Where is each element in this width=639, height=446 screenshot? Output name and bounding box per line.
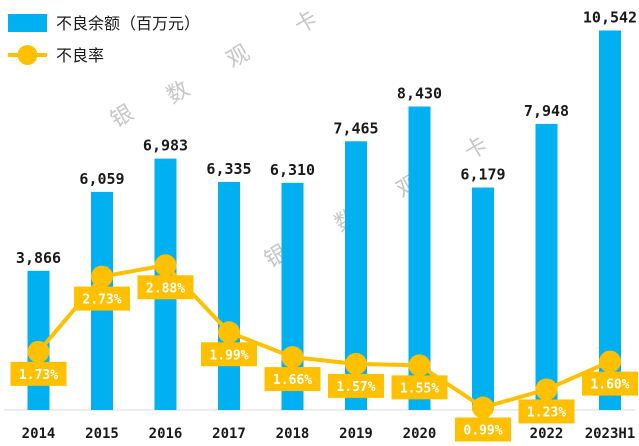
legend: 不良余额（百万元） 不良率 xyxy=(8,14,200,65)
bar xyxy=(472,187,494,410)
rate-point xyxy=(345,352,367,375)
x-tick-label: 2022 xyxy=(530,426,564,442)
bar-value-label: 8,430 xyxy=(397,85,442,103)
rate-label-box xyxy=(10,361,67,386)
rate-label: 0.99% xyxy=(463,424,502,439)
rate-label-box xyxy=(264,367,321,392)
rate-line xyxy=(36,263,611,410)
watermark-char: 卡 xyxy=(291,7,323,40)
bar-value-label: 6,059 xyxy=(79,170,124,188)
rate-labels: 1.73% 2.73% 2.88% 1.99% 1.66% 1.57% 1.55% 0.99%… xyxy=(10,275,638,442)
bar xyxy=(345,141,367,410)
bar-values: 3,866 6,059 6,983 6,335 6,310 7,465 8,430 6,179… xyxy=(16,8,637,266)
bar xyxy=(218,181,240,410)
bar-value-label: 6,983 xyxy=(143,137,188,155)
legend-bar-swatch xyxy=(8,14,47,32)
watermark-char: 卡 xyxy=(461,133,493,166)
rate-point xyxy=(408,354,431,377)
rate-label: 2.73% xyxy=(82,293,121,308)
bar-value-label: 6,335 xyxy=(206,160,251,178)
rate-label: 1.60% xyxy=(590,378,629,393)
x-tick-label: 2019 xyxy=(339,426,373,442)
x-tick-label: 2020 xyxy=(403,426,437,442)
legend-line-label: 不良率 xyxy=(56,46,104,65)
bar-value-label: 7,465 xyxy=(333,119,378,137)
watermark-char: 银 xyxy=(107,101,139,134)
rate-label-box xyxy=(137,275,194,300)
bar xyxy=(599,30,621,410)
rate-label: 2.88% xyxy=(146,281,185,296)
rate-label: 1.23% xyxy=(527,405,566,420)
rate-label-box xyxy=(582,371,638,396)
rate-label: 1.57% xyxy=(336,380,375,395)
rate-point xyxy=(27,340,50,363)
x-tick-label: 2017 xyxy=(212,426,246,442)
watermark-char: 观 xyxy=(223,41,255,74)
x-labels: 2014201520162017201820192020202120222023… xyxy=(22,426,636,442)
rate-label: 1.55% xyxy=(400,381,439,396)
rate-label-box xyxy=(455,417,511,442)
bar-value-label: 6,179 xyxy=(460,166,505,184)
bar-value-label: 7,948 xyxy=(524,102,569,120)
bar-value-label: 10,542 xyxy=(583,8,637,26)
bar-value-label: 3,866 xyxy=(16,249,61,267)
x-tick-label: 2016 xyxy=(149,426,183,442)
x-tick-label: 2015 xyxy=(85,426,119,442)
rate-point xyxy=(472,396,494,419)
bar xyxy=(535,123,558,410)
rate-points xyxy=(27,254,621,419)
rate-label-box xyxy=(201,342,257,367)
bar xyxy=(408,106,431,411)
rate-point xyxy=(535,378,558,401)
watermark-char: 数 xyxy=(163,77,195,110)
rate-label: 1.99% xyxy=(209,348,248,363)
x-tick-label: 2023H1 xyxy=(585,426,636,442)
bars xyxy=(27,30,621,411)
rate-point xyxy=(91,265,113,288)
rate-point xyxy=(599,350,621,373)
rate-point xyxy=(154,254,177,277)
rate-label-box xyxy=(518,399,575,424)
bar-value-label: 6,310 xyxy=(270,161,315,179)
rate-line-path xyxy=(36,263,611,410)
rate-label: 1.66% xyxy=(273,373,312,388)
rate-label-box xyxy=(391,375,448,400)
rate-label-box xyxy=(328,373,384,398)
legend-bar-label: 不良余额（百万元） xyxy=(56,14,200,33)
legend-line-marker xyxy=(17,45,38,65)
rate-label: 1.73% xyxy=(19,368,58,383)
rate-label-box xyxy=(74,286,130,311)
x-tick-label: 2018 xyxy=(276,426,310,442)
rate-point xyxy=(218,321,240,344)
x-tick-label: 2014 xyxy=(22,426,56,442)
rate-point xyxy=(281,346,304,369)
